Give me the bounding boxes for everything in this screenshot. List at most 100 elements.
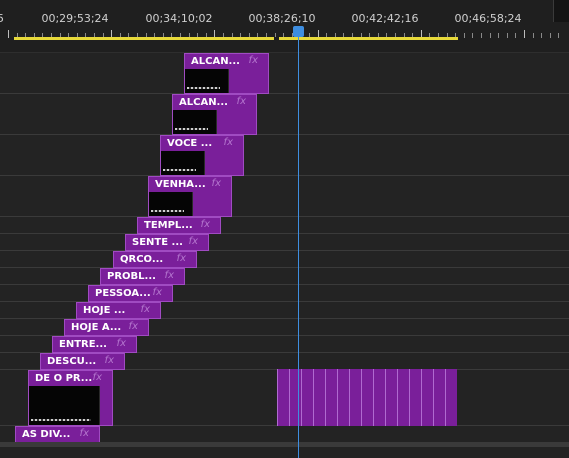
fx-badge: fx bbox=[164, 270, 174, 281]
ruler-tick bbox=[472, 33, 473, 38]
clip-thumbnail bbox=[29, 386, 100, 425]
ruler-tick bbox=[283, 33, 284, 38]
video-clip[interactable]: VOCE ... fx bbox=[160, 135, 244, 176]
ruler-timecode: 00;38;26;10 bbox=[248, 12, 316, 25]
clip-name: QRCO... bbox=[120, 254, 164, 265]
clip-segment[interactable] bbox=[373, 369, 385, 426]
video-clip[interactable]: QRCO... fx bbox=[113, 251, 197, 268]
track-divider bbox=[0, 175, 569, 176]
clip-segment[interactable] bbox=[433, 369, 445, 426]
video-clip[interactable]: HOJE A... fx bbox=[64, 319, 149, 336]
ruler-tick bbox=[558, 33, 559, 38]
video-clip[interactable]: PROBL... fx bbox=[100, 268, 185, 285]
fx-badge: fx bbox=[211, 178, 221, 189]
ruler-tick bbox=[154, 33, 155, 38]
clip-thumbnail bbox=[185, 69, 229, 93]
clip-segment[interactable] bbox=[301, 369, 313, 426]
ruler-tick bbox=[404, 33, 405, 38]
ruler-tick bbox=[197, 33, 198, 38]
ruler-tick bbox=[171, 33, 172, 38]
clip-segment[interactable] bbox=[313, 369, 325, 426]
clip-name: ALCAN... bbox=[179, 97, 228, 108]
video-clip[interactable]: ALCAN... fx bbox=[172, 94, 257, 135]
clip-name: PESSOA... bbox=[95, 288, 151, 299]
ruler-tick bbox=[146, 33, 147, 38]
ruler-timecode: 00;34;10;02 bbox=[145, 12, 213, 25]
clip-segment[interactable] bbox=[421, 369, 433, 426]
ruler-tick bbox=[163, 33, 164, 38]
fx-badge: fx bbox=[248, 55, 258, 66]
clip-segment[interactable] bbox=[397, 369, 409, 426]
ruler-tick bbox=[103, 33, 104, 38]
ruler-tick bbox=[275, 33, 276, 38]
clip-segment[interactable] bbox=[445, 369, 457, 426]
time-ruler[interactable]: 5 00;29;53;24 00;34;10;02 00;38;26;10 00… bbox=[0, 0, 569, 53]
track-divider bbox=[0, 250, 569, 251]
video-clip[interactable]: DE O PR... fx bbox=[28, 370, 113, 426]
clip-segment[interactable] bbox=[325, 369, 337, 426]
horizontal-scrollbar[interactable] bbox=[0, 442, 569, 447]
clip-name: VOCE ... bbox=[167, 138, 213, 149]
fx-badge: fx bbox=[92, 372, 102, 383]
video-clip[interactable]: TEMPL... fx bbox=[137, 217, 221, 234]
video-clip[interactable]: AS DIV... fx bbox=[15, 426, 100, 443]
video-clip[interactable]: ENTRE... fx bbox=[52, 336, 137, 353]
ruler-tick bbox=[438, 33, 439, 38]
ruler-tick bbox=[68, 33, 69, 38]
ruler-tick bbox=[533, 33, 534, 38]
clip-thumbnail bbox=[161, 151, 205, 175]
clip-segment[interactable] bbox=[349, 369, 361, 426]
ruler-tick bbox=[206, 33, 207, 38]
ruler-tick bbox=[137, 33, 138, 38]
ruler-tick bbox=[223, 33, 224, 38]
fx-badge: fx bbox=[200, 219, 210, 230]
clip-segment[interactable] bbox=[277, 369, 289, 426]
clip-segment[interactable] bbox=[409, 369, 421, 426]
clip-thumbnail bbox=[149, 192, 193, 216]
playhead-line[interactable] bbox=[298, 37, 299, 458]
ruler-tick bbox=[395, 33, 396, 38]
ruler-tick bbox=[51, 33, 52, 38]
clip-thumbnail bbox=[173, 110, 217, 134]
work-area-divider bbox=[274, 37, 279, 40]
track-divider bbox=[0, 233, 569, 234]
video-clip[interactable]: ALCAN... fx bbox=[184, 53, 269, 94]
work-area-bar[interactable] bbox=[14, 37, 458, 40]
video-clip[interactable]: SENTE ... fx bbox=[125, 234, 209, 251]
ruler-tick bbox=[490, 33, 491, 38]
ruler-ticks bbox=[0, 30, 569, 38]
video-clip[interactable]: VENHA... fx bbox=[148, 176, 232, 217]
clip-segments-group[interactable] bbox=[277, 369, 457, 426]
ruler-tick bbox=[464, 33, 465, 38]
fx-badge: fx bbox=[104, 355, 114, 366]
video-clip[interactable]: PESSOA... fx bbox=[88, 285, 173, 302]
clip-segment[interactable] bbox=[361, 369, 373, 426]
clip-name: ENTRE... bbox=[59, 339, 107, 350]
clip-segment[interactable] bbox=[337, 369, 349, 426]
clip-name: AS DIV... bbox=[22, 429, 71, 440]
video-clip[interactable]: HOJE ... fx bbox=[76, 302, 161, 319]
ruler-tick bbox=[25, 33, 26, 38]
ruler-tick bbox=[507, 33, 508, 38]
ruler-tick bbox=[128, 33, 129, 38]
track-divider bbox=[0, 93, 569, 94]
clip-name: VENHA... bbox=[155, 179, 206, 190]
ruler-tick bbox=[541, 33, 542, 38]
clip-name: SENTE ... bbox=[132, 237, 183, 248]
track-divider bbox=[0, 216, 569, 217]
clip-segment[interactable] bbox=[289, 369, 301, 426]
ruler-timecode: 5 bbox=[0, 12, 4, 25]
track-divider bbox=[0, 335, 569, 336]
fx-badge: fx bbox=[128, 321, 138, 332]
clip-name: ALCAN... bbox=[191, 56, 240, 67]
ruler-tick bbox=[257, 33, 258, 38]
clip-segment[interactable] bbox=[385, 369, 397, 426]
video-clip[interactable]: DESCU... fx bbox=[40, 353, 125, 370]
ruler-tick bbox=[335, 33, 336, 38]
playhead-handle[interactable] bbox=[293, 26, 304, 37]
panel-corner-control[interactable] bbox=[553, 0, 569, 22]
ruler-tick bbox=[429, 33, 430, 38]
ruler-tick bbox=[42, 33, 43, 38]
ruler-tick bbox=[481, 33, 482, 38]
